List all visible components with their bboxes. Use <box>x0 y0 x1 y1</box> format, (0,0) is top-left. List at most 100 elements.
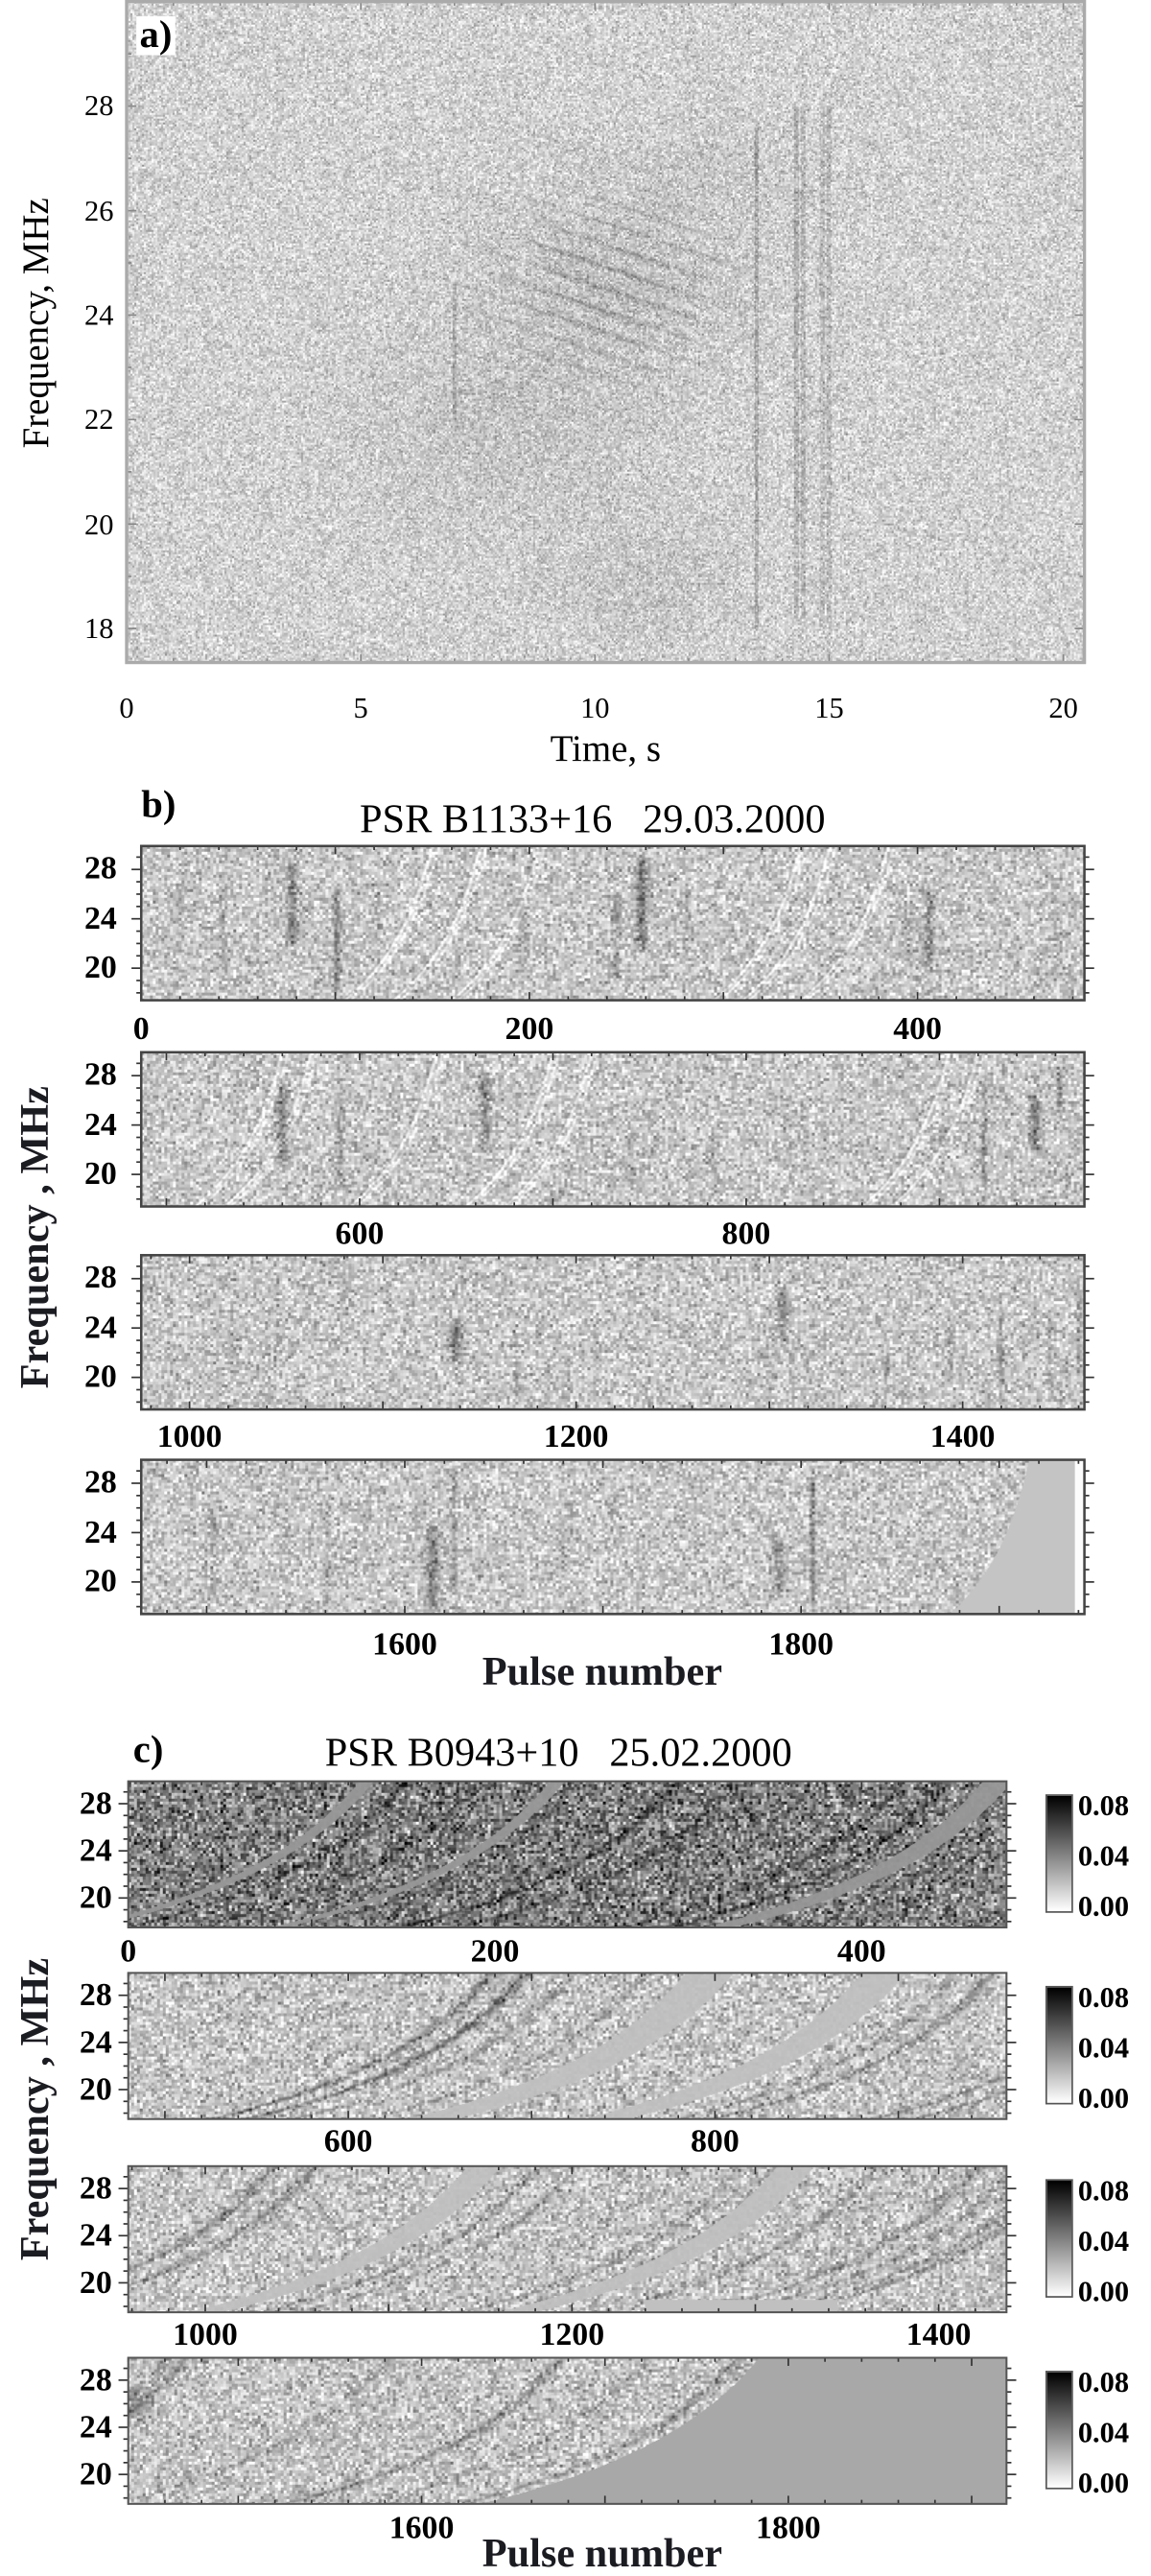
panel-c-strip-3-frame <box>129 2166 1007 2312</box>
colorbar-tick-label: 0.08 <box>1078 2176 1129 2205</box>
panel-c-strip-2-axes-frame <box>129 1973 1007 2118</box>
x-tick-label: 1800 <box>768 1629 834 1662</box>
x-tick-label: 800 <box>722 1217 771 1250</box>
panel-c-strip-4-axes-frame <box>129 2358 1007 2504</box>
panel-c-strip-4-frame <box>129 2358 1007 2504</box>
y-axis-label: Frequency , MHz <box>15 1086 56 1388</box>
colorbar-tick-label: 0.08 <box>1078 2368 1129 2397</box>
colorbar <box>1045 1794 1073 1913</box>
x-tick-label: 1000 <box>157 1421 223 1453</box>
y-tick-label: 28 <box>84 1467 117 1500</box>
x-tick-label: 400 <box>837 1935 886 1968</box>
panel-b-strip-3-axes-frame <box>141 1255 1084 1409</box>
panel-c-strip-1-axes-frame <box>129 1782 1007 1927</box>
x-tick-label: 1000 <box>173 2319 238 2351</box>
y-tick-label: 28 <box>84 853 117 886</box>
y-tick-label: 20 <box>84 1566 117 1598</box>
x-tick-label: 0 <box>133 1013 150 1046</box>
colorbar-tick-label: 0.04 <box>1078 1841 1129 1870</box>
y-tick-label: 18 <box>84 614 113 643</box>
panel-b-strip-4 <box>141 1460 1084 1615</box>
panel-b-strip-3-frame <box>141 1255 1084 1409</box>
panel-b-strip-1-axes-frame <box>141 846 1084 1001</box>
x-tick-label: 600 <box>336 1217 385 1250</box>
x-tick-label: 1800 <box>756 2512 821 2544</box>
colorbar-tick-label: 0.00 <box>1078 1892 1129 1921</box>
y-tick-label: 24 <box>84 1312 117 1344</box>
y-tick-label: 24 <box>84 300 113 329</box>
y-axis-label: Frequency, MHz <box>17 198 55 448</box>
y-tick-label: 24 <box>80 1834 112 1867</box>
y-tick-label: 28 <box>84 91 113 120</box>
colorbar-tick-label: 0.00 <box>1078 2469 1129 2497</box>
x-axis-label: Time, s <box>551 730 661 768</box>
panel-a-plot-frame <box>127 2 1085 663</box>
panel-c-strip-2 <box>129 1973 1007 2118</box>
y-tick-label: 28 <box>84 1059 117 1092</box>
panel-c-strip-2-frame <box>129 1973 1007 2118</box>
x-tick-label: 0 <box>119 694 133 722</box>
panel-b-strip-1 <box>141 846 1084 1001</box>
panel-b-strip-1-frame <box>141 846 1084 1001</box>
y-tick-label: 28 <box>80 2172 112 2205</box>
colorbar-tick-label: 0.04 <box>1078 2418 1129 2446</box>
panel-a-plot-axes-frame <box>127 2 1085 663</box>
colorbar <box>1045 1986 1073 2105</box>
x-tick-label: 400 <box>893 1013 942 1046</box>
panel-a-plot <box>127 2 1085 663</box>
colorbar-tick-label: 0.04 <box>1078 2033 1129 2062</box>
x-tick-label: 200 <box>471 1935 520 1968</box>
panel-c-strip-4 <box>129 2358 1007 2504</box>
y-tick-label: 20 <box>84 952 117 984</box>
panel-label-a: a) <box>136 16 176 56</box>
y-tick-label: 20 <box>80 1881 112 1914</box>
panel-c-title: PSR B0943+10 25.02.2000 <box>325 1734 792 1774</box>
panel-b-strip-2-axes-frame <box>141 1052 1084 1207</box>
x-tick-label: 10 <box>580 694 609 722</box>
y-tick-label: 24 <box>84 903 117 935</box>
panel-b-strip-3 <box>141 1255 1084 1409</box>
colorbar-tick-label: 0.08 <box>1078 1791 1129 1820</box>
panel-c-strip-3 <box>129 2166 1007 2312</box>
x-tick-label: 15 <box>814 694 843 722</box>
x-axis-label: Pulse number <box>482 2534 722 2574</box>
x-tick-label: 20 <box>1048 694 1077 722</box>
y-tick-label: 24 <box>80 2411 112 2444</box>
y-tick-label: 20 <box>84 1361 117 1394</box>
y-tick-label: 20 <box>84 1158 117 1191</box>
x-tick-label: 5 <box>354 694 368 722</box>
x-tick-label: 1600 <box>372 1629 437 1662</box>
x-tick-label: 1600 <box>389 2512 455 2544</box>
x-tick-label: 1200 <box>544 1421 609 1453</box>
panel-c-strip-1-frame <box>129 1782 1007 1927</box>
colorbar <box>1045 2371 1073 2490</box>
panel-label-c: c) <box>133 1731 164 1770</box>
y-tick-label: 24 <box>84 1517 117 1549</box>
y-tick-label: 20 <box>80 2073 112 2106</box>
colorbar-tick-label: 0.00 <box>1078 2277 1129 2305</box>
x-tick-label: 600 <box>324 2125 373 2158</box>
panel-b-strip-4-frame <box>141 1460 1084 1615</box>
x-tick-label: 800 <box>691 2125 740 2158</box>
panel-c-strip-1 <box>129 1782 1007 1927</box>
panel-label-b: b) <box>141 786 176 825</box>
panel-b-strip-4-axes-frame <box>141 1460 1084 1615</box>
y-tick-label: 28 <box>80 2364 112 2397</box>
x-tick-label: 200 <box>505 1013 554 1046</box>
colorbar-tick-label: 0.08 <box>1078 1983 1129 2012</box>
panel-c-strip-3-axes-frame <box>129 2166 1007 2312</box>
y-tick-label: 28 <box>84 1263 117 1295</box>
y-tick-label: 28 <box>80 1787 112 1820</box>
y-axis-label: Frequency , MHz <box>15 1958 56 2260</box>
y-tick-label: 20 <box>80 2458 112 2491</box>
x-axis-label: Pulse number <box>482 1652 722 1692</box>
colorbar-tick-label: 0.00 <box>1078 2083 1129 2112</box>
y-tick-label: 24 <box>80 2026 112 2059</box>
x-tick-label: 0 <box>120 1935 136 1968</box>
y-tick-label: 28 <box>80 1979 112 2012</box>
y-tick-label: 24 <box>84 1109 117 1142</box>
y-tick-label: 20 <box>84 509 113 538</box>
panel-b-strip-2 <box>141 1052 1084 1207</box>
y-tick-label: 26 <box>84 196 113 225</box>
